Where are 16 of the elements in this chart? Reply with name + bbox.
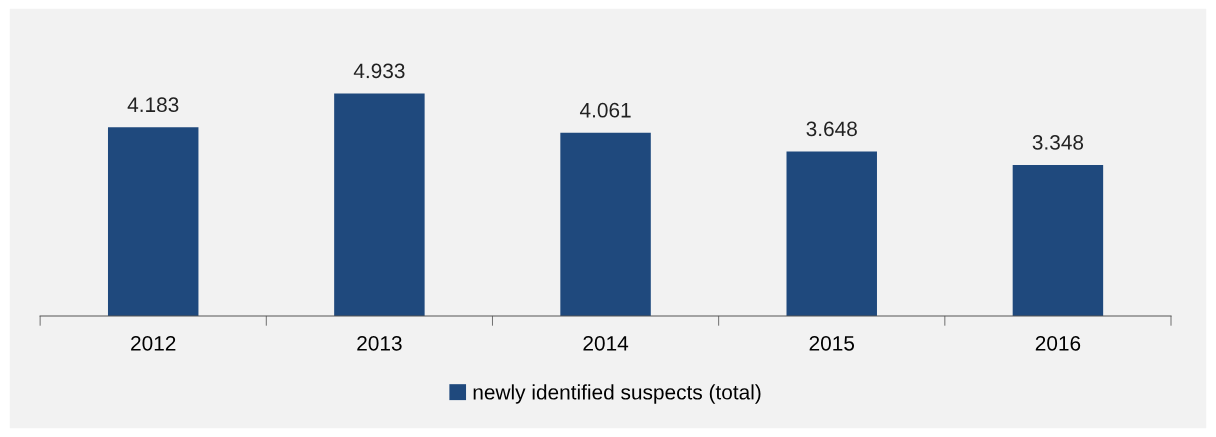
data-label: 3.348: [1032, 135, 1084, 150]
data-label: 3.648: [806, 121, 857, 137]
data-label: 4.183: [127, 97, 179, 113]
x-tick-label: 2016: [1035, 335, 1081, 351]
data-label: 4.933: [353, 63, 405, 79]
legend-label: newly identified suspects (total): [473, 384, 761, 404]
bar: [107, 127, 199, 316]
x-tick-label: 2012: [131, 335, 176, 351]
bar: [786, 151, 877, 316]
x-tick-label: 2014: [583, 335, 629, 351]
x-tick-label: 2013: [357, 335, 402, 351]
bar: [1012, 164, 1104, 316]
x-tick-label: 2015: [809, 335, 855, 351]
bar: [334, 93, 425, 316]
data-label: 4.061: [579, 102, 631, 118]
bar: [560, 132, 651, 316]
